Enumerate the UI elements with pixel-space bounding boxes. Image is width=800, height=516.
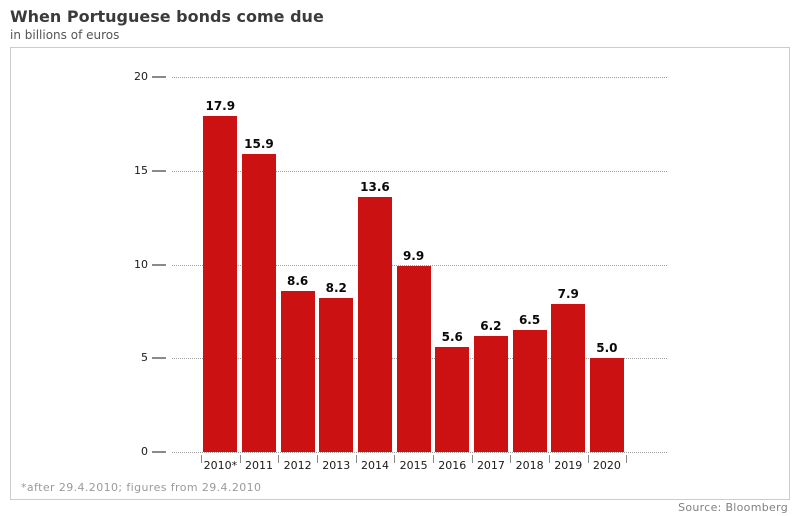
bar-value-label: 15.9 bbox=[244, 136, 274, 151]
x-axis-tick bbox=[587, 455, 589, 463]
bar bbox=[280, 290, 315, 452]
x-axis-tick bbox=[355, 455, 357, 463]
y-axis-tick bbox=[152, 169, 166, 172]
x-axis-label: 2019 bbox=[554, 459, 583, 472]
bar-value-label: 6.2 bbox=[480, 318, 502, 333]
x-axis-label: 2015 bbox=[399, 459, 428, 472]
bar bbox=[357, 197, 392, 452]
bar-value-label: 8.6 bbox=[286, 273, 309, 288]
x-axis-label: 2010* bbox=[203, 459, 238, 472]
bar bbox=[551, 303, 586, 452]
x-axis-tick bbox=[394, 455, 396, 463]
x-axis-label: 2016 bbox=[438, 459, 467, 472]
y-axis-label: 15 bbox=[134, 163, 148, 177]
chart-subtitle: in billions of euros bbox=[10, 28, 120, 42]
x-axis-label: 2012 bbox=[283, 459, 312, 472]
bar-value-label: 17.9 bbox=[205, 99, 236, 114]
x-axis-tick bbox=[239, 455, 241, 463]
footnote: *after 29.4.2010; figures from 29.4.2010 bbox=[21, 481, 262, 494]
bar-value-label: 9.9 bbox=[402, 249, 425, 264]
x-axis-label: 2014 bbox=[360, 459, 389, 472]
bar-chart-plot: 0 5 10 15 20 17.9 15.9 8.6 8.2 13.6 9.9 5.6 6.2 6.5 7.… bbox=[11, 48, 789, 499]
bar bbox=[512, 330, 547, 452]
x-axis-label: 2011 bbox=[244, 459, 273, 472]
bar bbox=[473, 335, 508, 452]
y-axis-label: 20 bbox=[134, 70, 148, 83]
x-axis-tick bbox=[471, 455, 473, 463]
bar-value-label: 5.0 bbox=[596, 341, 618, 356]
x-axis-label: 2017 bbox=[476, 459, 505, 472]
y-axis-label: 0 bbox=[141, 445, 148, 458]
chart-frame: 0 5 10 15 20 17.9 15.9 8.6 8.2 13.6 9.9 5.6 6.2 6.5 7.… bbox=[10, 47, 790, 500]
x-axis-tick bbox=[548, 455, 550, 463]
x-axis-label: 2018 bbox=[515, 459, 544, 472]
gridline bbox=[172, 264, 667, 266]
x-axis-tick bbox=[626, 455, 628, 463]
bar-value-label: 6.5 bbox=[518, 313, 541, 328]
x-axis-label: 2013 bbox=[322, 459, 351, 472]
x-axis-tick bbox=[316, 455, 318, 463]
y-axis-tick bbox=[152, 263, 166, 266]
bar bbox=[203, 116, 238, 452]
source-label: Source: Bloomberg bbox=[678, 501, 788, 514]
bar bbox=[396, 266, 431, 452]
y-axis-label: 5 bbox=[141, 351, 148, 365]
y-axis-tick bbox=[152, 357, 166, 360]
y-axis-tick bbox=[152, 451, 166, 453]
x-axis-tick bbox=[278, 455, 280, 463]
y-axis-tick bbox=[152, 76, 166, 78]
bar-value-label: 5.6 bbox=[441, 330, 463, 344]
bar-value-label: 8.2 bbox=[325, 281, 347, 296]
bar bbox=[589, 358, 624, 452]
chart-title: When Portuguese bonds come due bbox=[10, 7, 324, 26]
x-axis-label: 2020 bbox=[592, 459, 621, 472]
x-axis-tick bbox=[432, 455, 434, 463]
bar-value-label: 7.9 bbox=[557, 286, 579, 301]
gridline bbox=[172, 170, 667, 172]
gridline bbox=[172, 77, 667, 78]
bar bbox=[435, 347, 470, 452]
x-axis-tick bbox=[201, 455, 202, 463]
bar-value-label: 13.6 bbox=[360, 180, 390, 194]
bar bbox=[319, 298, 354, 452]
x-axis-tick bbox=[510, 455, 512, 463]
gridline bbox=[172, 452, 667, 453]
bar bbox=[241, 153, 276, 452]
y-axis-label: 10 bbox=[134, 257, 148, 271]
